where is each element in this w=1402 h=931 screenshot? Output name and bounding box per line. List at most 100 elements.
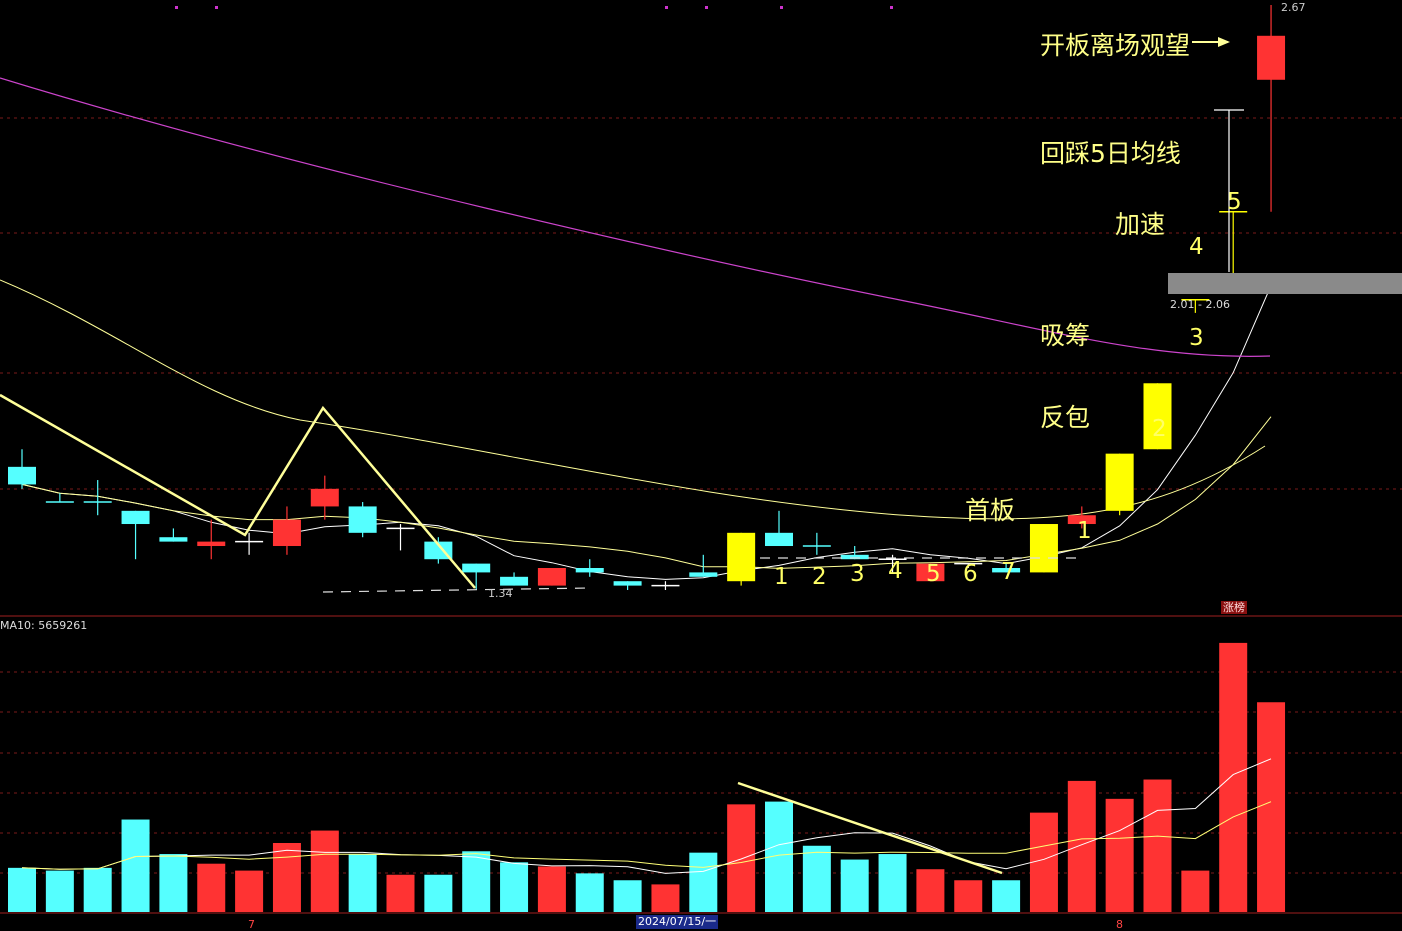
volume-bar (424, 874, 453, 912)
candle-body (727, 532, 756, 582)
month-tick-7: 7 (248, 918, 255, 931)
volume-bar (1029, 812, 1058, 912)
candle-body (197, 541, 226, 547)
volume-bar (613, 880, 642, 912)
volume-bar (235, 870, 264, 912)
candle-body (310, 488, 339, 507)
cursor-date-label: 2024/07/15/一 (636, 915, 719, 929)
volume-bar (8, 867, 36, 912)
low-price-label: 1.34 (488, 587, 513, 600)
candle-body (1105, 453, 1134, 511)
candle-body (992, 568, 1021, 573)
candle-body (500, 576, 529, 586)
support-dashed-line (322, 587, 591, 593)
candle-body (8, 466, 36, 485)
candle-body (121, 510, 150, 525)
volume-bar (45, 870, 74, 912)
volume-bar (1105, 798, 1134, 912)
volume-bar (1067, 780, 1096, 912)
candle-body (1143, 383, 1172, 450)
volume-bar (689, 852, 718, 912)
pattern-number-6: 6 (963, 561, 978, 587)
volume-bar (83, 867, 112, 912)
volume-bar (954, 880, 983, 912)
pattern-number-4: 4 (888, 558, 903, 584)
candle-body (159, 537, 188, 542)
candle-body (348, 506, 377, 533)
volume-ma10-line (21, 801, 1272, 870)
annotation-open-leave: 开板离场观望 (1040, 31, 1191, 60)
volume-bar (159, 854, 188, 912)
leave-arrow-head (1218, 37, 1230, 47)
volume-bar (386, 874, 415, 912)
volume-bars (8, 642, 1286, 912)
volume-bar (878, 854, 907, 912)
top-marker-dot (705, 6, 708, 9)
top-marker-dot (665, 6, 668, 9)
limit-up-tag[interactable]: 涨榜 (1221, 601, 1247, 614)
candle-body (462, 563, 491, 573)
volume-bar (348, 854, 377, 912)
candle-body (1067, 515, 1096, 525)
annotation-absorb: 吸筹 (1040, 321, 1091, 350)
volume-bar (1143, 779, 1172, 912)
ma20-line (0, 279, 1266, 520)
candle-body (272, 519, 301, 547)
volume-bar (840, 859, 869, 912)
volume-bar (575, 873, 604, 912)
annotation-first-board: 首板 (965, 496, 1016, 525)
top-marker-dot (780, 6, 783, 9)
candle-body (575, 568, 604, 573)
zone-price-label: 2.01 - 2.06 (1170, 298, 1230, 311)
candle-body (613, 581, 642, 586)
volume-bar (197, 863, 226, 912)
candle-body (1029, 524, 1058, 573)
price-zone-highlight (1168, 273, 1402, 294)
volume-bar (121, 819, 150, 912)
candle-body (765, 532, 793, 547)
volume-bar (802, 845, 831, 912)
board-number-3: 3 (1189, 325, 1204, 351)
board-number-4: 4 (1189, 234, 1204, 260)
volume-bar (1181, 870, 1210, 912)
ma-long-line (0, 77, 1271, 357)
volume-ma-label: MA10: 5659261 (0, 619, 88, 632)
volume-bar (727, 804, 756, 912)
volume-bar (310, 830, 339, 912)
top-marker-dot (215, 6, 218, 9)
board-number-1: 1 (1077, 518, 1092, 544)
high-price-label: 2.67 (1281, 1, 1306, 14)
top-marker-dot (890, 6, 893, 9)
annotation-pullback: 回踩5日均线 (1040, 139, 1181, 168)
volume-down-trend-line (737, 781, 1003, 875)
annotation-accelerate: 加速 (1115, 210, 1166, 239)
grid-lines (0, 6, 1402, 914)
volume-bar (992, 880, 1021, 912)
volume-bar (1257, 702, 1286, 912)
candle-body (840, 554, 869, 560)
moving-average-lines (0, 77, 1272, 580)
volume-bar (272, 843, 301, 912)
candlestick-series (8, 5, 1286, 590)
month-tick-8: 8 (1116, 918, 1123, 931)
volume-bar (1219, 642, 1248, 912)
pattern-number-1: 1 (774, 564, 789, 590)
volume-ma-lines (21, 758, 1272, 874)
pattern-number-7: 7 (1001, 559, 1016, 585)
zigzag-trend-line (0, 393, 476, 589)
board-number-5: 5 (1227, 189, 1242, 215)
annotation-engulf: 反包 (1040, 403, 1091, 432)
trend-drawings (0, 37, 1244, 875)
ma10-line (21, 416, 1272, 569)
volume-bar (500, 862, 529, 912)
pattern-number-3: 3 (850, 561, 865, 587)
board-number-2: 2 (1152, 416, 1167, 442)
volume-ma5-line (21, 758, 1272, 874)
volume-bar (916, 869, 945, 912)
candle-body (689, 572, 718, 577)
pattern-number-2: 2 (812, 564, 827, 590)
pattern-number-5: 5 (926, 561, 941, 587)
candle-body (916, 563, 945, 582)
candle-body (537, 568, 566, 586)
